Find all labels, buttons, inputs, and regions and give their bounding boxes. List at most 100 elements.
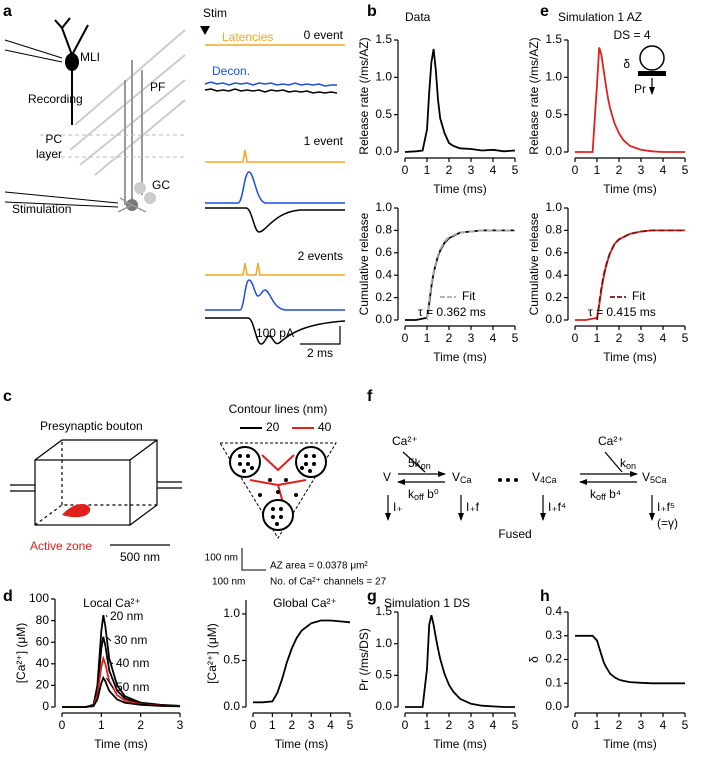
rate: I₊f — [466, 500, 480, 514]
y-tick-label: 0.4 — [545, 267, 562, 281]
state: V — [383, 470, 391, 484]
state: V — [383, 470, 391, 484]
x-tick-label: 0 — [572, 718, 579, 732]
y-axis-label: Cumulative release — [527, 212, 541, 315]
x-axis-label: Time (ms) — [603, 350, 657, 364]
series-label: 40 nm — [116, 656, 149, 670]
y-tick-label: 0.0 — [375, 144, 392, 158]
y-tick-label: 0.0 — [545, 312, 562, 326]
x-tick-label: 0 — [572, 331, 579, 345]
y-tick-label: 0.2 — [375, 290, 392, 304]
x-tick-label: 2 — [446, 331, 453, 345]
x-tick-label: 0 — [250, 718, 257, 732]
label: No. of Ca²⁺ channels = 27 — [270, 577, 387, 588]
chart-title: Local Ca²⁺ — [83, 596, 141, 610]
rate: b⁰ — [424, 487, 439, 501]
x-tick-label: 3 — [468, 331, 475, 345]
annotation: δ — [623, 57, 630, 71]
y-tick-label: 0.4 — [375, 267, 392, 281]
x-tick-label: 3 — [638, 718, 645, 732]
label: Latencies — [222, 30, 273, 44]
x-tick-label: 5 — [347, 718, 354, 732]
x-tick-label: 5 — [512, 163, 519, 177]
rate-sub: on — [626, 461, 636, 471]
x-tick-label: 2 — [616, 163, 623, 177]
series-line — [404, 48, 516, 153]
y-axis-label: Release rate (/ms/AZ) — [527, 37, 541, 154]
y-tick-label: 0.5 — [375, 107, 392, 121]
y-axis-label: Release rate (/ms/AZ) — [357, 37, 371, 154]
x-tick-label: 5 — [682, 163, 689, 177]
x-axis-label: Time (ms) — [94, 737, 148, 751]
label-leader — [105, 658, 114, 665]
rate: k — [620, 456, 627, 470]
legend-label: 20 — [266, 420, 280, 434]
series-line — [426, 229, 515, 321]
scale-label: 100 nm — [212, 577, 245, 588]
x-tick-label: 2 — [137, 718, 144, 732]
ellipsis — [498, 478, 518, 482]
y-tick-label: 1.0 — [223, 606, 240, 620]
rate-sub: off — [414, 492, 424, 502]
y-tick-label: 1.0 — [545, 70, 562, 84]
label: MLI — [80, 50, 100, 64]
label-leader — [105, 636, 112, 642]
x-tick-label: 4 — [660, 718, 667, 732]
x-tick-label: 2 — [616, 331, 623, 345]
x-tick-label: 2 — [446, 163, 453, 177]
kinetic-scheme — [385, 451, 655, 521]
panel-label: a — [3, 3, 12, 20]
y-tick-label: 1.5 — [375, 604, 392, 618]
y-tick-label: 0.8 — [375, 223, 392, 237]
label: 0 event — [304, 28, 344, 42]
y-axis-label: [Ca²⁺] (μM) — [205, 623, 219, 684]
y-tick-label: 0.2 — [545, 652, 562, 666]
series-line — [62, 636, 181, 708]
label: Ca²⁺ — [392, 434, 418, 448]
label: PC — [45, 132, 62, 146]
y-tick-label: 1.0 — [375, 636, 392, 650]
x-tick-label: 2 — [616, 718, 623, 732]
x-tick-label: 5 — [512, 718, 519, 732]
x-tick-label: 5 — [682, 331, 689, 345]
x-tick-label: 3 — [638, 163, 645, 177]
x-axis-label: Time (ms) — [275, 737, 329, 751]
rate: kon — [620, 456, 636, 471]
y-tick-label: 1.0 — [545, 200, 562, 214]
label: Decon. — [212, 64, 250, 78]
panel-label: c — [3, 388, 12, 405]
x-tick-label: 3 — [308, 718, 315, 732]
x-axis-label: Time (ms) — [603, 737, 657, 751]
y-tick-label: 1.0 — [375, 70, 392, 84]
label: GC — [152, 178, 170, 192]
y-tick-label: 1.5 — [375, 32, 392, 46]
x-tick-label: 0 — [402, 718, 409, 732]
traces-a — [200, 26, 346, 345]
chart-title: Simulation 1 AZ — [558, 10, 642, 24]
annotation: DS = 4 — [613, 28, 650, 42]
x-tick-label: 1 — [424, 718, 431, 732]
y-tick-label: 0.8 — [545, 223, 562, 237]
x-tick-label: 4 — [660, 163, 667, 177]
label: AZ area = 0.0378 μm² — [270, 561, 368, 572]
x-tick-label: 0 — [402, 163, 409, 177]
chart-title: Simulation 1 DS — [384, 596, 470, 610]
x-axis-label: Time (ms) — [603, 182, 657, 196]
state-sub: Ca — [460, 475, 472, 485]
rate-sub: off — [596, 492, 606, 502]
rate: 5k — [408, 456, 422, 470]
label-leader — [105, 615, 108, 618]
x-tick-label: 3 — [638, 331, 645, 345]
x-tick-label: 1 — [594, 163, 601, 177]
label: 2 events — [298, 249, 343, 263]
x-axis-label: Time (ms) — [433, 737, 487, 751]
x-tick-label: 1 — [594, 718, 601, 732]
x-tick-label: 0 — [572, 163, 579, 177]
state: V4Ca — [532, 470, 557, 485]
series-line — [253, 619, 351, 704]
y-tick-label: 0.0 — [545, 699, 562, 713]
panel-label: b — [367, 3, 377, 20]
legend-label: Fit — [462, 289, 476, 303]
